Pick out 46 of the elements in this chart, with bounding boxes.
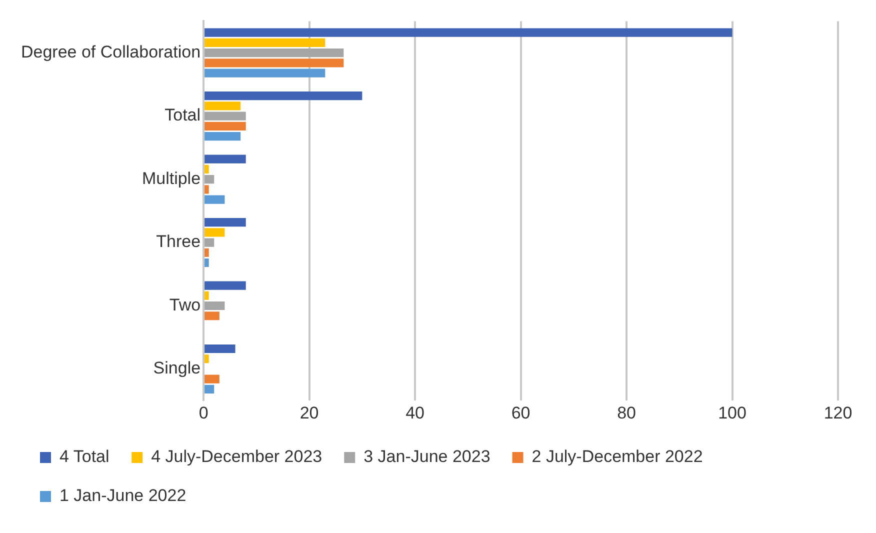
x-tick-label: 40 bbox=[406, 403, 424, 422]
y-tick-label: Two bbox=[169, 295, 201, 314]
x-tick-label: 20 bbox=[300, 403, 319, 422]
bar bbox=[204, 154, 246, 164]
bar bbox=[204, 238, 214, 247]
bar bbox=[204, 291, 209, 300]
bar bbox=[204, 344, 236, 354]
y-tick-label: Multiple bbox=[142, 168, 201, 188]
bar bbox=[204, 174, 214, 184]
bar bbox=[204, 228, 225, 237]
bar bbox=[204, 281, 246, 290]
bar bbox=[204, 218, 246, 227]
y-tick-label: Three bbox=[156, 232, 201, 252]
bar bbox=[204, 185, 209, 194]
bar bbox=[204, 354, 209, 364]
x-tick-label: 100 bbox=[718, 403, 746, 422]
y-tick-label: Total bbox=[164, 106, 201, 125]
bar bbox=[204, 48, 344, 58]
bar bbox=[204, 301, 225, 310]
bar bbox=[204, 195, 225, 204]
legend-label: 4 Total bbox=[60, 447, 110, 466]
bar bbox=[204, 164, 209, 174]
bar bbox=[204, 384, 214, 394]
bar bbox=[204, 58, 344, 68]
bar bbox=[204, 258, 209, 268]
bar bbox=[204, 28, 732, 37]
x-tick-label: 0 bbox=[198, 403, 208, 422]
x-tick-label: 80 bbox=[617, 403, 636, 422]
legend-label: 3 Jan-June 2023 bbox=[364, 447, 490, 466]
y-tick-label: Degree of Collaboration bbox=[20, 42, 201, 62]
bar bbox=[204, 122, 246, 130]
bar bbox=[204, 132, 241, 141]
legend-label: 1 Jan-June 2022 bbox=[60, 486, 186, 506]
bar bbox=[204, 374, 220, 384]
x-tick-label: 120 bbox=[824, 403, 852, 422]
bar bbox=[204, 112, 246, 120]
legend-label: 2 July-December 2022 bbox=[532, 447, 703, 466]
y-tick-label: Single bbox=[153, 358, 201, 378]
bar bbox=[204, 92, 362, 100]
bar bbox=[204, 312, 220, 320]
legend-label: 4 July-December 2023 bbox=[151, 447, 322, 466]
bar bbox=[204, 102, 241, 110]
x-tick-label: 60 bbox=[511, 403, 530, 422]
bar bbox=[204, 248, 209, 257]
bar bbox=[204, 38, 326, 47]
bar bbox=[204, 68, 326, 78]
